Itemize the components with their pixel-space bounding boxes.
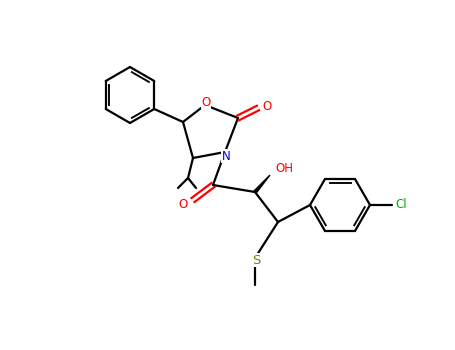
Polygon shape [253, 175, 270, 192]
Text: N: N [222, 149, 230, 162]
Text: S: S [252, 253, 260, 266]
Text: O: O [178, 198, 187, 211]
Text: Cl: Cl [395, 198, 407, 211]
Text: O: O [202, 97, 211, 110]
Text: O: O [263, 99, 272, 112]
Text: OH: OH [275, 162, 293, 175]
